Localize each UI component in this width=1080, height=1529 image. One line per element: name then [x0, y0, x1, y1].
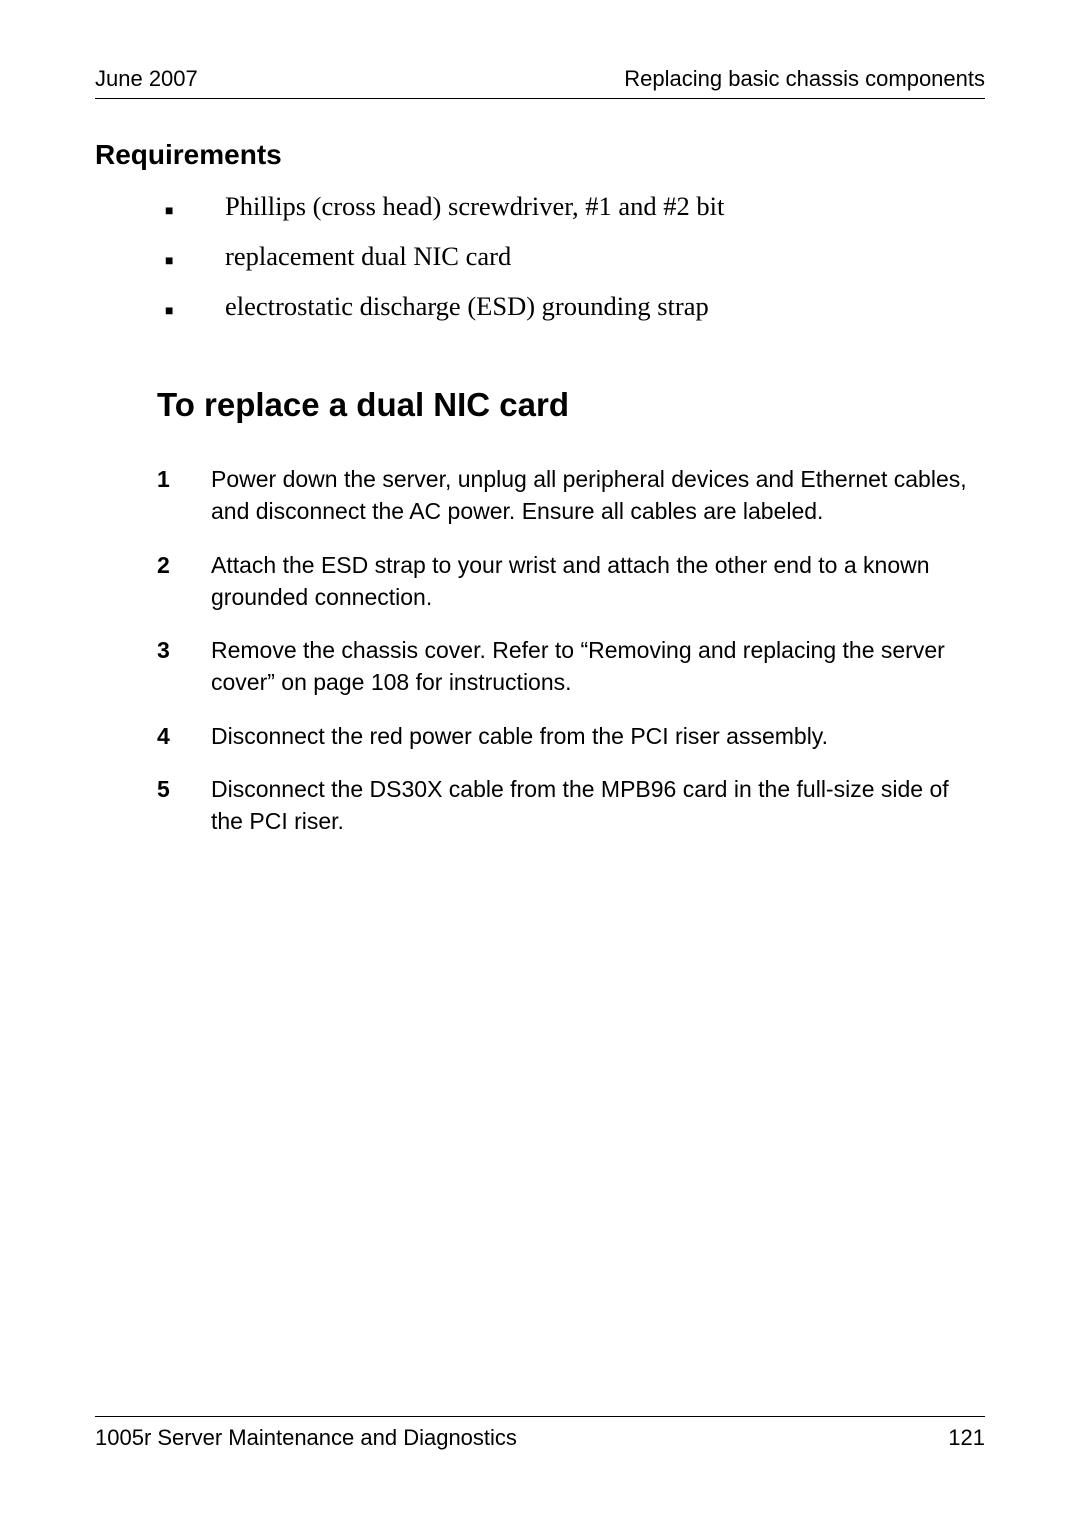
requirements-list: ■ Phillips (cross head) screwdriver, #1 … [165, 189, 985, 338]
step-text: Disconnect the DS30X cable from the MPB9… [211, 774, 985, 837]
step-item: 2 Attach the ESD strap to your wrist and… [157, 550, 985, 613]
footer-page-number: 121 [948, 1425, 985, 1451]
requirements-heading: Requirements [95, 139, 985, 171]
step-text: Remove the chassis cover. Refer to “Remo… [211, 635, 985, 698]
page-container: June 2007 Replacing basic chassis compon… [0, 0, 1080, 1529]
footer-rule [95, 1416, 985, 1417]
footer-doc-title: 1005r Server Maintenance and Diagnostics [95, 1425, 517, 1451]
step-item: 5 Disconnect the DS30X cable from the MP… [157, 774, 985, 837]
running-header: June 2007 Replacing basic chassis compon… [95, 66, 985, 99]
bullet-icon: ■ [165, 196, 225, 224]
list-item-text: replacement dual NIC card [225, 239, 511, 275]
step-text: Power down the server, unplug all periph… [211, 464, 985, 527]
list-item: ■ Phillips (cross head) screwdriver, #1 … [165, 189, 985, 225]
step-number: 2 [157, 550, 211, 613]
step-item: 4 Disconnect the red power cable from th… [157, 721, 985, 753]
step-item: 1 Power down the server, unplug all peri… [157, 464, 985, 527]
list-item: ■ electrostatic discharge (ESD) groundin… [165, 289, 985, 325]
step-text: Disconnect the red power cable from the … [211, 721, 828, 753]
section-heading: To replace a dual NIC card [157, 386, 985, 424]
step-text: Attach the ESD strap to your wrist and a… [211, 550, 985, 613]
header-chapter: Replacing basic chassis components [624, 66, 985, 92]
list-item-text: Phillips (cross head) screwdriver, #1 an… [225, 189, 724, 225]
running-footer: 1005r Server Maintenance and Diagnostics… [95, 1416, 985, 1451]
footer-row: 1005r Server Maintenance and Diagnostics… [95, 1425, 985, 1451]
step-number: 5 [157, 774, 211, 837]
steps-list: 1 Power down the server, unplug all peri… [157, 464, 985, 860]
list-item: ■ replacement dual NIC card [165, 239, 985, 275]
step-number: 3 [157, 635, 211, 698]
header-date: June 2007 [95, 66, 198, 92]
step-item: 3 Remove the chassis cover. Refer to “Re… [157, 635, 985, 698]
step-number: 4 [157, 721, 211, 753]
bullet-icon: ■ [165, 296, 225, 324]
step-number: 1 [157, 464, 211, 527]
bullet-icon: ■ [165, 246, 225, 274]
list-item-text: electrostatic discharge (ESD) grounding … [225, 289, 709, 325]
